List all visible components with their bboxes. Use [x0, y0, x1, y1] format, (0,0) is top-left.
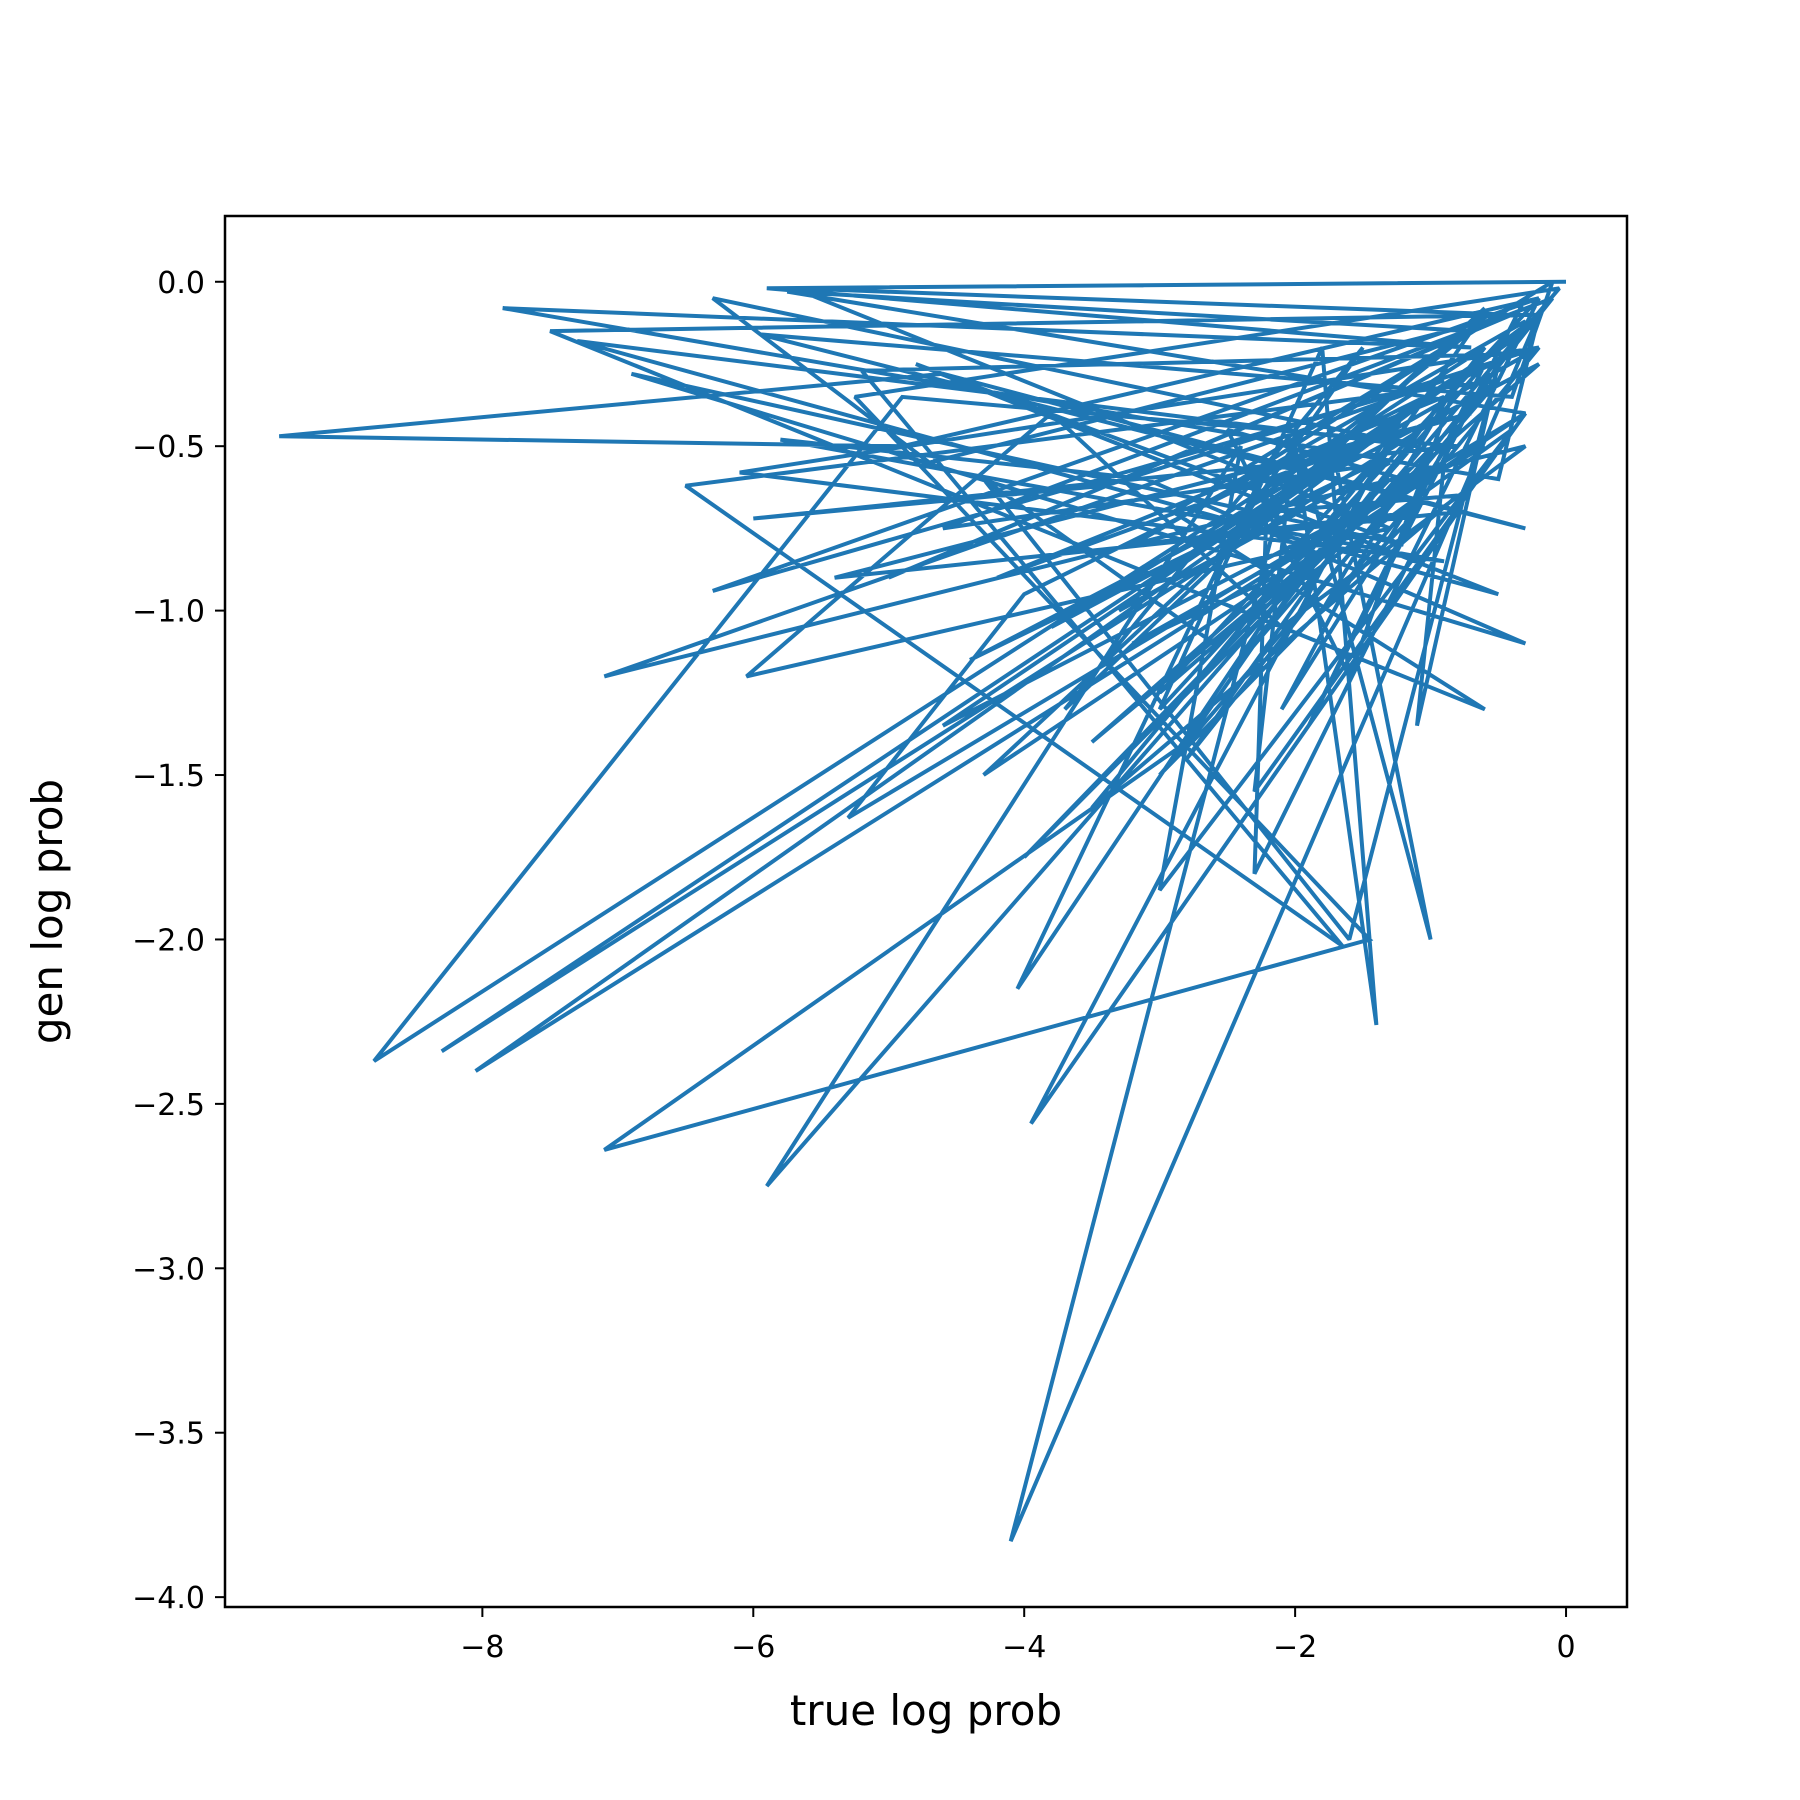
- y-tick-label: −1.0: [132, 595, 205, 630]
- y-tick-label: −2.5: [132, 1088, 205, 1123]
- x-tick-label: −6: [731, 1630, 775, 1665]
- y-tick-label: −1.5: [132, 759, 205, 794]
- x-tick-label: −8: [460, 1630, 504, 1665]
- y-tick-label: −0.5: [132, 430, 205, 465]
- y-tick-label: −4.0: [132, 1581, 205, 1616]
- axes-frame: [223, 214, 1629, 1609]
- y-tick-label: −2.0: [132, 923, 205, 958]
- series-line-1: [279, 279, 1567, 1542]
- plot-area: [279, 279, 1567, 1542]
- y-tick-label: −3.5: [132, 1417, 205, 1452]
- y-tick-label: 0.0: [157, 266, 205, 301]
- x-axis: −8 −6 −4 −2 0: [460, 1607, 1576, 1665]
- x-tick-label: −2: [1273, 1630, 1317, 1665]
- x-tick-label: −4: [1002, 1630, 1046, 1665]
- x-tick-label: 0: [1556, 1630, 1575, 1665]
- y-tick-label: −3.0: [132, 1252, 205, 1287]
- y-axis: 0.0 −0.5 −1.0 −1.5 −2.0 −2.5 −3.0 −3.5 −4.0: [132, 266, 225, 1616]
- x-axis-label: true log prob: [790, 1686, 1062, 1735]
- y-axis-label: gen log prob: [23, 779, 72, 1044]
